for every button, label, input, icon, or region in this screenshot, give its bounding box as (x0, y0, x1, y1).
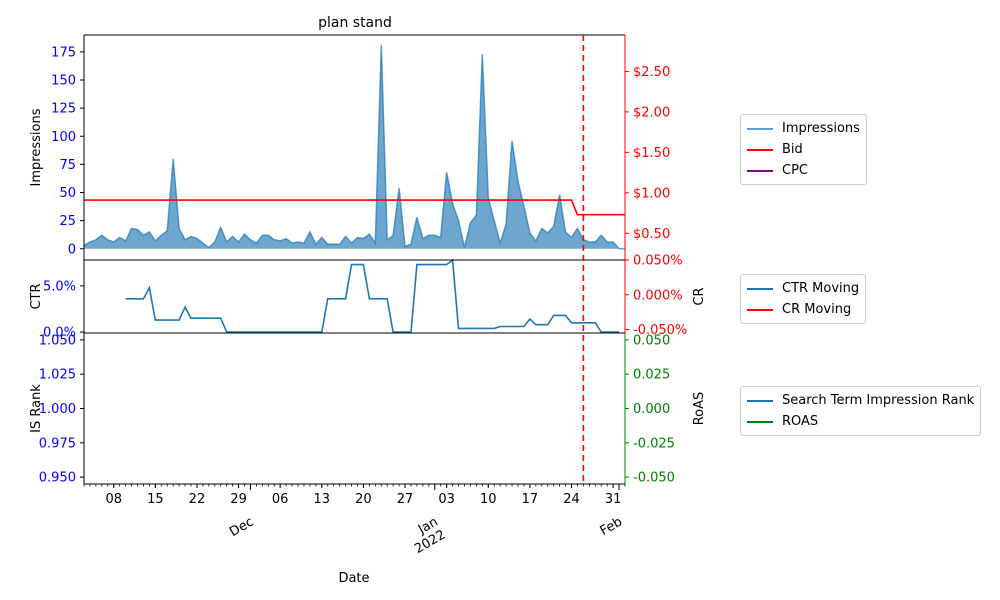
legend-swatch-bid (747, 148, 773, 151)
legend-swatch-ctr (747, 287, 773, 290)
legend-entry-bid: Bid (747, 139, 860, 160)
legend-label: Search Term Impression Rank (782, 393, 975, 408)
y-left-tick-2-0: 0.950 (39, 471, 76, 486)
x-tick-label-9: 10 (480, 492, 497, 507)
y-left-tick-0-1: 25 (59, 214, 76, 229)
y-left-tick-1-1: 5.0% (43, 279, 76, 294)
series-line-0-1 (84, 199, 625, 216)
legend-swatch-cr (747, 308, 773, 311)
x-month-label-2: Feb (598, 514, 625, 539)
x-tick-label-10: 17 (522, 492, 539, 507)
x-tick-label-5: 13 (314, 492, 331, 507)
legend-entry-cpc: CPC (747, 160, 860, 181)
legend-label: ROAS (782, 414, 819, 429)
y-right-tick-2-3: 0.025 (633, 368, 670, 383)
x-tick-label-12: 31 (605, 492, 622, 507)
legend-entry-ctr-moving: CTR Moving (747, 278, 859, 299)
y-left-label-0: Impressions (29, 108, 44, 186)
y-left-label-2: IS Rank (29, 384, 44, 433)
x-month-label-0: Dec (227, 514, 256, 540)
x-tick-label-11: 24 (563, 492, 580, 507)
y-left-tick-1-0: 0.0% (43, 326, 76, 341)
legend-label: CTR Moving (782, 281, 860, 296)
y-right-tick-2-1: -0.025 (633, 436, 675, 451)
x-tick-label-2: 22 (189, 492, 206, 507)
y-right-tick-1-2: 0.050% (633, 254, 683, 269)
y-right-tick-0-0: $0.50 (633, 227, 670, 242)
x-tick-label-8: 03 (438, 492, 455, 507)
y-left-tick-0-5: 125 (51, 102, 76, 117)
series-line-1-0 (125, 258, 620, 333)
legend-label: CR Moving (782, 302, 852, 317)
legend-panel-2: CTR Moving CR Moving (740, 274, 867, 324)
x-tick-label-0: 08 (105, 492, 122, 507)
legend-entry-impressions: Impressions (747, 118, 860, 139)
x-month-label-line: Feb (598, 514, 625, 539)
x-axis-label: Date (338, 571, 369, 586)
legend-panel-1: Impressions Bid CPC (740, 114, 867, 185)
chart-title: plan stand (318, 15, 392, 31)
x-tick-label-6: 20 (355, 492, 372, 507)
legend-entry-is-rank: Search Term Impression Rank (747, 390, 974, 411)
x-month-label-line: Dec (227, 514, 256, 540)
legend-swatch-roas (747, 420, 773, 423)
y-right-tick-0-1: $1.00 (633, 186, 670, 201)
legend-label: Impressions (782, 121, 860, 136)
y-left-tick-2-3: 1.025 (39, 368, 76, 383)
legend-entry-cr-moving: CR Moving (747, 299, 859, 320)
y-left-tick-0-7: 175 (51, 45, 76, 60)
x-tick-label-1: 15 (147, 492, 164, 507)
y-right-label-1: CR (692, 287, 707, 305)
legend-swatch-cpc (747, 169, 773, 172)
y-right-tick-0-2: $1.50 (633, 146, 670, 161)
legend-swatch-impressions (747, 127, 773, 130)
legend-label: CPC (782, 163, 808, 178)
y-right-tick-0-3: $2.00 (633, 105, 670, 120)
y-right-tick-1-0: -0.050% (633, 323, 687, 338)
series-line-0-0 (83, 45, 625, 250)
y-left-label-1: CTR (29, 283, 44, 309)
y-left-tick-0-2: 50 (59, 186, 76, 201)
y-left-tick-2-2: 1.000 (39, 402, 76, 417)
y-left-tick-0-3: 75 (59, 158, 76, 173)
y-left-tick-0-6: 150 (51, 74, 76, 89)
y-right-tick-2-2: 0.000 (633, 402, 670, 417)
legend-label: Bid (782, 142, 803, 157)
y-right-tick-2-4: 0.050 (633, 333, 670, 348)
x-tick-label-3: 29 (230, 492, 247, 507)
legend-entry-roas: ROAS (747, 411, 974, 432)
x-tick-label-4: 06 (272, 492, 289, 507)
y-right-tick-1-1: 0.000% (633, 288, 683, 303)
legend-panel-3: Search Term Impression Rank ROAS (740, 386, 982, 436)
y-left-tick-2-4: 1.050 (39, 333, 76, 348)
y-left-tick-2-1: 0.975 (39, 436, 76, 451)
y-left-tick-0-4: 100 (51, 130, 76, 145)
y-right-label-2: RoAS (692, 392, 707, 426)
legend-swatch-is-rank (747, 399, 773, 402)
y-right-tick-0-4: $2.50 (633, 65, 670, 80)
y-right-tick-2-0: -0.050 (633, 471, 675, 486)
x-tick-label-7: 27 (397, 492, 414, 507)
y-left-tick-0-0: 0 (68, 242, 76, 257)
series-area-0-0 (84, 45, 625, 249)
